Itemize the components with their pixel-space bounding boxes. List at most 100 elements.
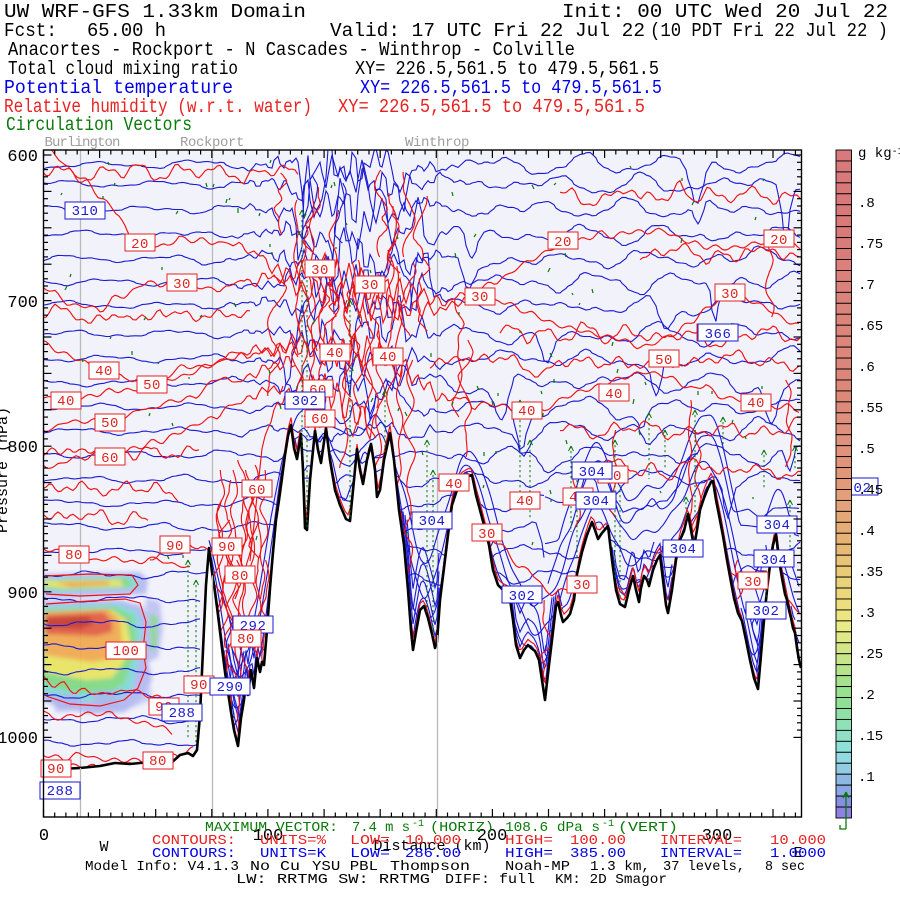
svg-text:UNITS=K: UNITS=K	[260, 846, 327, 862]
svg-text:.2: .2	[858, 688, 875, 704]
svg-text:Circulation Vectors: Circulation Vectors	[6, 114, 192, 136]
svg-text:90: 90	[166, 539, 184, 555]
svg-text:-1: -1	[412, 819, 424, 830]
svg-text:80: 80	[149, 754, 167, 770]
svg-text:40: 40	[747, 396, 765, 412]
svg-text:(10 PDT Fri 22 Jul 22 ): (10 PDT Fri 22 Jul 22 )	[650, 20, 888, 42]
svg-text:YSU PBL: YSU PBL	[312, 859, 378, 875]
svg-text:1.3 km,: 1.3 km,	[590, 859, 650, 875]
svg-text:200: 200	[477, 827, 508, 846]
svg-text:40: 40	[95, 364, 113, 380]
svg-text:Distance (km): Distance (km)	[373, 838, 490, 855]
svg-text:Pressure (hPa): Pressure (hPa)	[0, 407, 12, 533]
svg-text:50: 50	[143, 378, 161, 394]
svg-text:304: 304	[764, 518, 791, 534]
svg-text:Relative humidity (w.r.t. wate: Relative humidity (w.r.t. water)	[4, 96, 312, 118]
svg-text:100.00: 100.00	[570, 833, 626, 849]
svg-text:.3: .3	[858, 606, 875, 622]
svg-text:90: 90	[218, 540, 236, 556]
svg-text:Fcst:: Fcst:	[4, 20, 57, 42]
svg-text:30: 30	[173, 277, 191, 293]
svg-text:CONTOURS:: CONTOURS:	[152, 846, 236, 862]
svg-text:UNITS=%: UNITS=%	[260, 833, 327, 849]
svg-text:40: 40	[326, 346, 344, 362]
svg-text:50: 50	[655, 353, 673, 369]
svg-text:304: 304	[761, 553, 788, 569]
svg-text:100: 100	[253, 827, 284, 846]
svg-text:310: 310	[72, 204, 99, 220]
svg-text:LOW=: LOW=	[350, 846, 390, 862]
svg-text:100: 100	[113, 644, 140, 660]
svg-text:37 levels,: 37 levels,	[663, 859, 745, 875]
svg-text:40: 40	[605, 387, 623, 403]
svg-text:Total cloud mixing ratio: Total cloud mixing ratio	[8, 58, 238, 80]
svg-text:LOW=: LOW=	[350, 833, 390, 849]
svg-text:366: 366	[705, 327, 732, 343]
svg-text:40: 40	[57, 394, 75, 410]
svg-text:80: 80	[237, 632, 255, 648]
svg-text:304: 304	[419, 514, 446, 530]
svg-text:.6: .6	[858, 360, 875, 376]
svg-text:90: 90	[190, 678, 208, 694]
svg-text:.4: .4	[858, 524, 875, 540]
svg-text:60: 60	[101, 451, 119, 467]
svg-text:40: 40	[518, 404, 536, 420]
svg-text:30: 30	[744, 575, 762, 591]
svg-text:XY= 226.5,561.5 to 479.5,561.5: XY= 226.5,561.5 to 479.5,561.5	[355, 58, 659, 80]
svg-text:.75: .75	[858, 237, 883, 253]
svg-text:Potential temperature: Potential temperature	[4, 77, 233, 99]
svg-text:MAXIMUM VECTOR:: MAXIMUM VECTOR:	[205, 820, 338, 836]
svg-text:80: 80	[65, 548, 83, 564]
svg-text:(VERT): (VERT)	[618, 820, 678, 836]
svg-text:20: 20	[131, 237, 149, 253]
svg-text:302: 302	[509, 589, 536, 605]
svg-text:40: 40	[379, 350, 397, 366]
svg-text:10.000: 10.000	[770, 833, 826, 849]
svg-text:30: 30	[721, 287, 739, 303]
svg-text:0: 0	[39, 827, 49, 846]
svg-text:30: 30	[471, 290, 489, 306]
svg-text:HIGH=: HIGH=	[505, 846, 553, 862]
svg-text:.15: .15	[858, 729, 883, 745]
svg-text:KM: 2D Smagor: KM: 2D Smagor	[555, 872, 667, 888]
svg-text:800: 800	[7, 439, 38, 458]
svg-text:.45: .45	[858, 483, 883, 499]
svg-text:288: 288	[47, 784, 74, 800]
svg-text:.5: .5	[858, 442, 875, 458]
svg-text:LW: RRTMG SW: RRTMG: LW: RRTMG SW: RRTMG	[236, 872, 430, 888]
svg-text:XY= 226.5,561.5 to 479.5,561.5: XY= 226.5,561.5 to 479.5,561.5	[338, 96, 645, 118]
svg-text:.7: .7	[858, 278, 875, 294]
svg-text:Winthrop: Winthrop	[405, 135, 469, 151]
svg-text:30: 30	[361, 278, 379, 294]
svg-text:Model Info: V4.1.3: Model Info: V4.1.3	[85, 859, 239, 875]
svg-text:30: 30	[573, 578, 591, 594]
svg-text:290: 290	[217, 680, 244, 696]
svg-text:304: 304	[670, 542, 697, 558]
svg-text:90: 90	[47, 762, 65, 778]
svg-text:No Cu: No Cu	[250, 859, 300, 875]
svg-text:.65: .65	[858, 319, 883, 335]
svg-text:.1: .1	[858, 770, 875, 786]
svg-text:8 sec: 8 sec	[765, 859, 805, 875]
svg-text:-1: -1	[602, 819, 614, 830]
svg-text:304: 304	[579, 465, 606, 481]
svg-text:1000: 1000	[0, 730, 38, 749]
svg-text:1.0000: 1.0000	[770, 846, 826, 862]
svg-text:CONTOURS:: CONTOURS:	[152, 833, 236, 849]
svg-text:XY= 226.5,561.5 to 479.5,561.5: XY= 226.5,561.5 to 479.5,561.5	[360, 77, 662, 99]
svg-text:30: 30	[311, 263, 329, 279]
svg-text:.25: .25	[858, 647, 883, 663]
svg-text:7.4 m s: 7.4 m s	[352, 820, 410, 836]
svg-text:Anacortes - Rockport - N Casca: Anacortes - Rockport - N Cascades - Wint…	[8, 39, 575, 61]
svg-text:Rockport: Rockport	[180, 135, 244, 151]
svg-text:10.000: 10.000	[405, 833, 461, 849]
svg-text:80: 80	[231, 569, 249, 585]
svg-text:DIFF: full: DIFF: full	[445, 872, 535, 888]
svg-text:20: 20	[770, 233, 788, 249]
svg-text:HIGH=: HIGH=	[505, 833, 553, 849]
svg-text:W: W	[99, 839, 108, 856]
svg-text:Noah-MP: Noah-MP	[505, 859, 570, 875]
svg-text:600: 600	[7, 148, 38, 167]
svg-text:302: 302	[753, 604, 780, 620]
svg-text:INTERVAL=: INTERVAL=	[660, 846, 742, 862]
